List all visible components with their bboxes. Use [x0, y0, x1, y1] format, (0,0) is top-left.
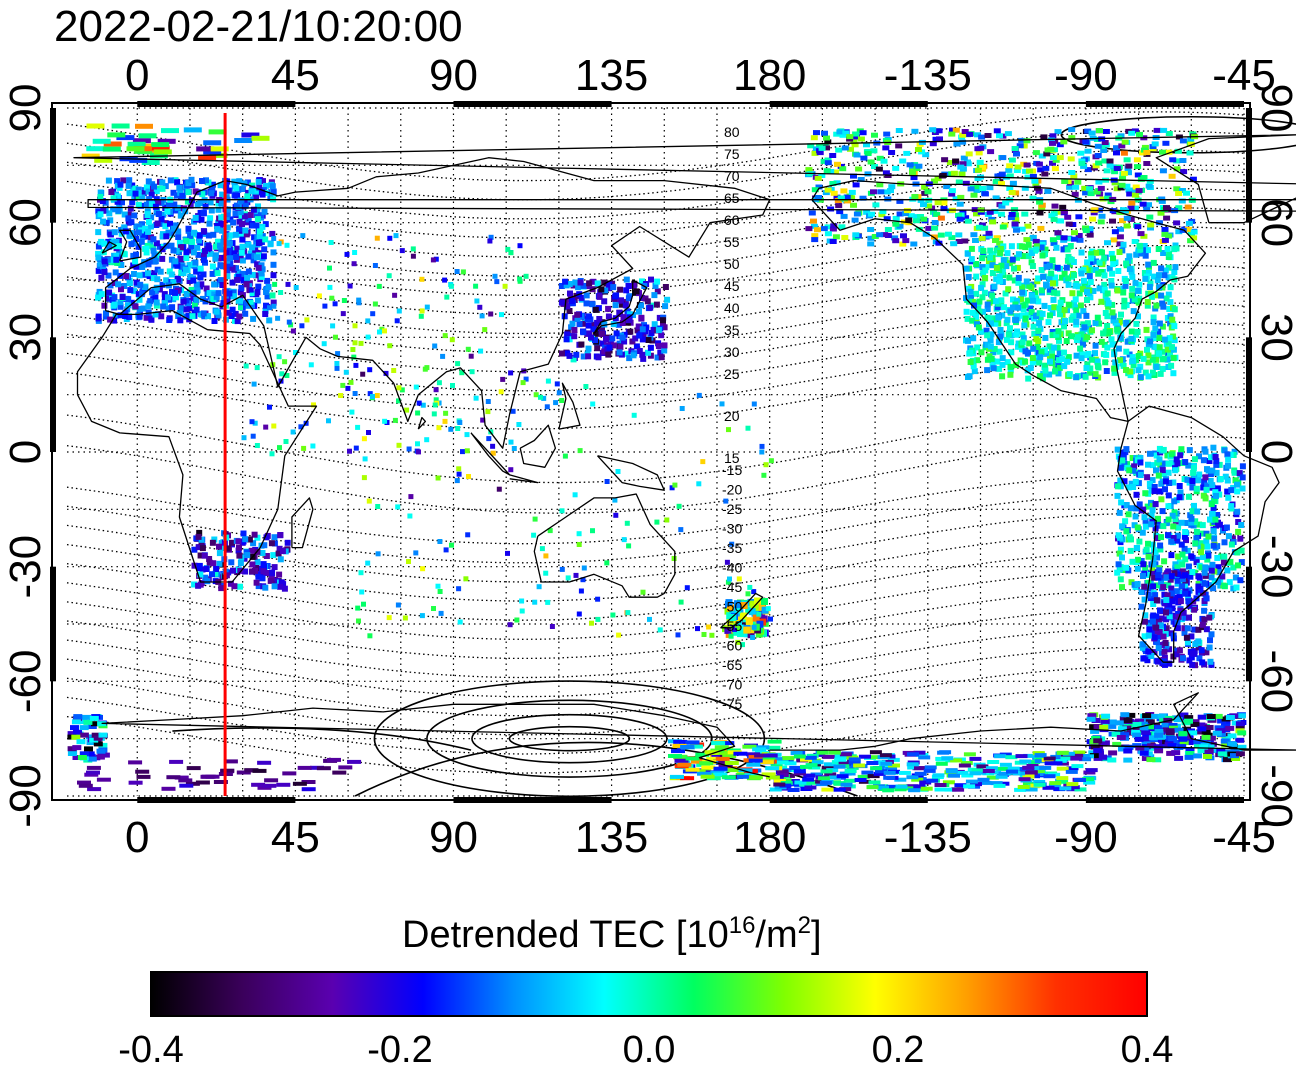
colorbar-tick-label: 0.4	[1121, 1029, 1174, 1064]
bottom-longitude-label: 90	[429, 813, 478, 862]
magnetic-label: 65	[724, 190, 740, 206]
left-latitude-label: 60	[1, 198, 50, 247]
bottom-longitude-label: 135	[575, 813, 648, 862]
right-scale-bar	[1246, 337, 1252, 452]
colorbar-tick-label: 0.0	[623, 1029, 676, 1064]
colorbar-tick-label: 0.2	[872, 1029, 925, 1064]
magnetic-label: 60	[724, 212, 740, 228]
bottom-scale-bar	[453, 797, 611, 803]
bottom-scale-bar	[770, 797, 928, 803]
left-latitude-label: 30	[1, 313, 50, 362]
bottom-scale-bar	[137, 797, 295, 803]
right-latitude-label: 90	[1252, 84, 1296, 133]
magnetic-label: -65	[722, 657, 742, 673]
top-longitude-label: 0	[125, 51, 149, 100]
top-longitude-label: 45	[271, 51, 320, 100]
magnetic-label: 20	[724, 408, 740, 424]
left-latitude-label: -90	[1, 764, 50, 828]
top-scale-bar	[1086, 101, 1244, 107]
bottom-longitude-label: 0	[125, 813, 149, 862]
magnetic-label: 55	[724, 234, 740, 250]
right-latitude-label: -30	[1252, 535, 1296, 599]
bottom-longitude-label: -90	[1054, 813, 1118, 862]
colorbar	[151, 972, 1147, 1016]
bottom-longitude-label: 45	[271, 813, 320, 862]
magnetic-label: -50	[722, 599, 742, 615]
magnetic-label: 25	[724, 366, 740, 382]
magnetic-label: 80	[724, 124, 740, 140]
top-longitude-label: 180	[733, 51, 806, 100]
right-latitude-label: 0	[1252, 440, 1296, 464]
left-latitude-label: 0	[1, 440, 50, 464]
magnetic-label: 70	[724, 168, 740, 184]
left-scale-bar	[50, 567, 56, 682]
top-longitude-label: -135	[884, 51, 972, 100]
right-latitude-label: 30	[1252, 313, 1296, 362]
magnetic-label: -75	[722, 696, 742, 712]
magnetic-label: -15	[722, 462, 742, 478]
magnetic-label: -40	[722, 560, 742, 576]
magnetic-label: -30	[722, 521, 742, 537]
magnetic-label: 50	[724, 256, 740, 272]
left-latitude-label: -30	[1, 535, 50, 599]
magnetic-label: 40	[724, 300, 740, 316]
right-scale-bar	[1246, 108, 1252, 223]
magnetic-label: -25	[722, 501, 742, 517]
top-scale-bar	[137, 101, 295, 107]
magnetic-label: -45	[722, 579, 742, 595]
magnetic-label: 30	[724, 344, 740, 360]
top-scale-bar	[453, 101, 611, 107]
colorbar-tick-label: -0.4	[118, 1029, 183, 1064]
magnetic-label: 45	[724, 278, 740, 294]
colorbar-title: Detrended TEC [1016/m2]	[402, 910, 822, 960]
top-longitude-label: 135	[575, 51, 648, 100]
magnetic-label: 35	[724, 322, 740, 338]
magnetic-label: -55	[722, 618, 742, 634]
right-latitude-label: 60	[1252, 198, 1296, 247]
bottom-scale-bar	[1086, 797, 1244, 803]
colorbar-tick-label: -0.2	[367, 1029, 432, 1064]
top-longitude-label: 90	[429, 51, 478, 100]
bottom-longitude-label: -135	[884, 813, 972, 862]
magnetic-label: -35	[722, 540, 742, 556]
bottom-longitude-label: 180	[733, 813, 806, 862]
magnetic-label: -60	[722, 638, 742, 654]
magnetic-label: -70	[722, 677, 742, 693]
left-latitude-label: -60	[1, 650, 50, 714]
left-scale-bar	[50, 108, 56, 223]
magnetic-label: 75	[724, 146, 740, 162]
top-scale-bar	[770, 101, 928, 107]
right-latitude-label: -60	[1252, 650, 1296, 714]
right-scale-bar	[1246, 567, 1252, 682]
left-latitude-label: 90	[1, 84, 50, 133]
map-title: 2022-02-21/10:20:00	[54, 2, 463, 52]
left-scale-bar	[50, 337, 56, 452]
right-latitude-label: -90	[1252, 764, 1296, 828]
top-longitude-label: -90	[1054, 51, 1118, 100]
magnetic-label: -20	[722, 482, 742, 498]
